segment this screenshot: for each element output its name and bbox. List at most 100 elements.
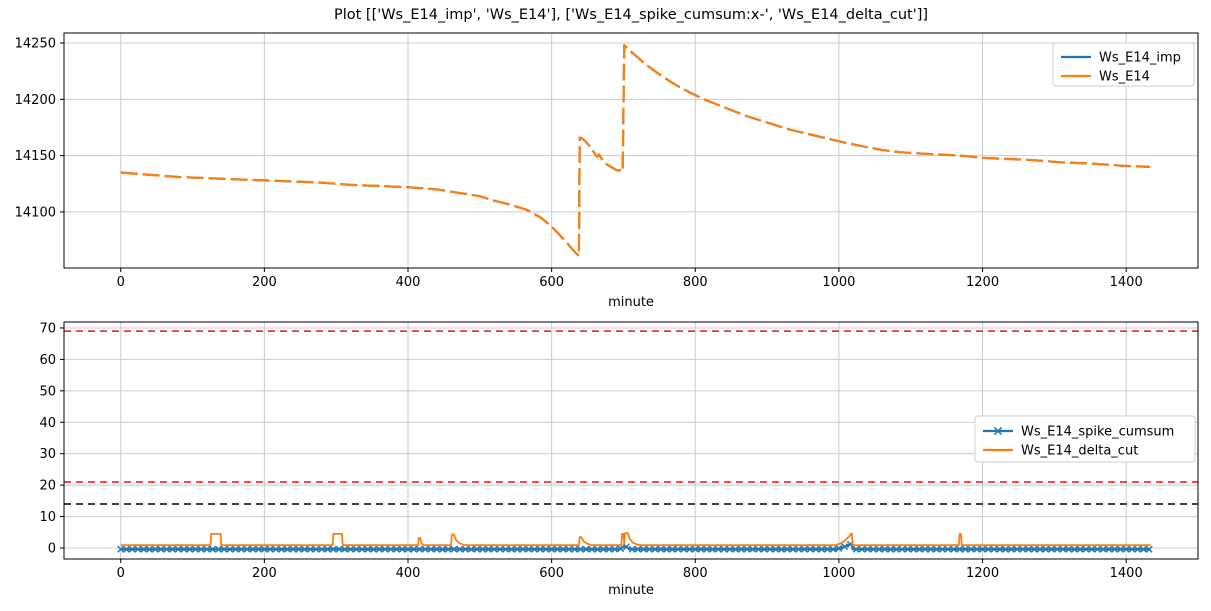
x-marker <box>806 545 814 553</box>
x-marker <box>1122 545 1130 553</box>
y-tick-label: 20 <box>39 479 56 494</box>
y-tick-label: 30 <box>39 447 56 462</box>
x-marker <box>174 545 182 553</box>
x-tick-label: 200 <box>252 275 277 290</box>
legend-label: Ws_E14_delta_cut <box>1021 444 1138 459</box>
x-tick-label: 0 <box>117 275 125 290</box>
x-marker <box>605 545 613 553</box>
x-marker <box>507 545 515 553</box>
x-marker <box>697 545 705 553</box>
x-marker <box>134 545 142 553</box>
x-marker <box>370 545 378 553</box>
x-marker <box>645 545 653 553</box>
x-marker <box>461 545 469 553</box>
x-marker <box>910 545 918 553</box>
x-marker <box>565 545 573 553</box>
x-marker <box>634 545 642 553</box>
x-marker <box>209 545 217 553</box>
x-marker <box>703 545 711 553</box>
x-marker <box>967 545 975 553</box>
x-marker <box>950 545 958 553</box>
x-marker <box>140 545 148 553</box>
x-marker <box>479 545 487 553</box>
x-marker <box>519 545 527 553</box>
x-marker <box>789 545 797 553</box>
x-tick-label: 0 <box>117 566 125 581</box>
x-marker <box>864 545 872 553</box>
x-marker <box>582 545 590 553</box>
x-marker <box>490 545 498 553</box>
x-marker <box>496 545 504 553</box>
x-marker <box>295 545 303 553</box>
x-marker <box>255 545 263 553</box>
x-marker <box>691 545 699 553</box>
x-marker <box>312 545 320 553</box>
x-marker <box>881 545 889 553</box>
x-marker <box>720 545 728 553</box>
x-marker <box>260 545 268 553</box>
x-marker <box>381 545 389 553</box>
x-marker <box>421 545 429 553</box>
x-marker <box>1076 545 1084 553</box>
x-marker <box>548 545 556 553</box>
x-tick-label: 200 <box>252 566 277 581</box>
y-tick-label: 40 <box>39 416 56 431</box>
x-marker <box>1013 545 1021 553</box>
x-marker <box>938 545 946 553</box>
x-marker <box>191 545 199 553</box>
x-marker <box>961 545 969 553</box>
x-tick-label: 1400 <box>1110 566 1143 581</box>
x-marker <box>266 545 274 553</box>
x-marker <box>714 545 722 553</box>
x-marker <box>996 545 1004 553</box>
x-marker <box>1105 545 1113 553</box>
x-marker <box>278 545 286 553</box>
x-marker <box>921 545 929 553</box>
x-marker <box>898 545 906 553</box>
x-marker <box>467 545 475 553</box>
x-marker <box>726 545 734 553</box>
x-marker <box>237 545 245 553</box>
x-marker <box>335 545 343 553</box>
grid <box>64 33 1198 268</box>
x-marker <box>272 545 280 553</box>
x-marker <box>927 545 935 553</box>
y-tick-label: 10 <box>39 510 56 525</box>
x-marker <box>415 545 424 553</box>
x-marker <box>1053 545 1061 553</box>
x-marker <box>341 545 349 553</box>
x-marker <box>760 545 768 553</box>
x-marker <box>151 545 159 553</box>
y-tick-label: 0 <box>48 541 56 556</box>
x-marker <box>1145 545 1153 553</box>
x-marker <box>553 545 561 553</box>
x-marker <box>433 545 441 553</box>
x-marker <box>168 545 176 553</box>
x-marker <box>197 545 205 553</box>
x-marker <box>456 545 464 553</box>
x-marker <box>157 545 165 553</box>
x-marker <box>1001 545 1010 553</box>
top-subplot: 0 200 400 600 800 1000 1200 1400 minute 14100 1415… <box>15 32 1199 310</box>
x-marker <box>289 545 297 553</box>
axes-frame <box>63 321 1199 560</box>
x-marker <box>823 545 831 553</box>
x-marker <box>892 545 900 553</box>
x-marker <box>829 545 837 553</box>
y-tick-label: 14250 <box>15 37 56 52</box>
x-marker <box>1024 545 1033 553</box>
x-marker <box>674 545 682 553</box>
x-axis: 0 200 400 600 800 1000 1200 1400 minute <box>117 268 1143 310</box>
x-marker <box>1082 545 1090 553</box>
x-marker <box>1111 545 1119 553</box>
x-marker <box>1059 545 1067 553</box>
x-marker <box>502 545 510 553</box>
x-tick-label: 1200 <box>966 566 999 581</box>
x-marker <box>163 545 171 553</box>
x-marker <box>737 545 745 553</box>
y-tick-label: 14200 <box>15 93 56 108</box>
x-marker <box>663 545 671 553</box>
x-tick-label: 600 <box>539 566 564 581</box>
x-marker <box>973 545 981 553</box>
x-marker <box>203 545 211 553</box>
